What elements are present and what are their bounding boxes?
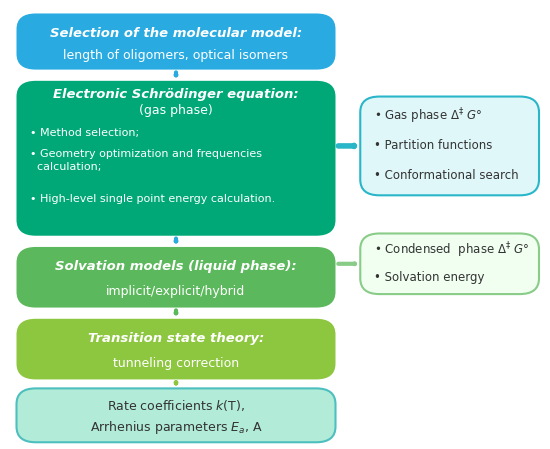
Text: Selection of the molecular model:: Selection of the molecular model: bbox=[50, 26, 302, 40]
FancyBboxPatch shape bbox=[16, 388, 336, 442]
Text: implicit/explicit/hybrid: implicit/explicit/hybrid bbox=[106, 285, 246, 298]
Text: • Method selection;: • Method selection; bbox=[30, 128, 139, 138]
FancyBboxPatch shape bbox=[16, 13, 336, 70]
Text: Transition state theory:: Transition state theory: bbox=[88, 332, 264, 345]
FancyBboxPatch shape bbox=[360, 233, 539, 294]
Text: • Geometry optimization and frequencies
  calculation;: • Geometry optimization and frequencies … bbox=[30, 149, 262, 172]
Text: tunneling correction: tunneling correction bbox=[113, 357, 239, 370]
Text: • Partition functions: • Partition functions bbox=[374, 140, 492, 152]
Text: • Gas phase $\Delta^{\ddagger}$ $G°$: • Gas phase $\Delta^{\ddagger}$ $G°$ bbox=[374, 106, 482, 126]
Text: • Solvation energy: • Solvation energy bbox=[374, 271, 485, 284]
Text: (gas phase): (gas phase) bbox=[139, 104, 213, 117]
Text: Solvation models (liquid phase):: Solvation models (liquid phase): bbox=[55, 260, 297, 273]
FancyBboxPatch shape bbox=[16, 81, 336, 236]
Text: • High-level single point energy calculation.: • High-level single point energy calcula… bbox=[30, 194, 276, 203]
Text: • Condensed  phase $\Delta^{\ddagger}$ $G°$: • Condensed phase $\Delta^{\ddagger}$ $G… bbox=[374, 240, 529, 260]
Text: Electronic Schrödinger equation:: Electronic Schrödinger equation: bbox=[53, 88, 299, 101]
Text: Arrhenius parameters $E_a$, A: Arrhenius parameters $E_a$, A bbox=[90, 418, 262, 436]
Text: Rate coefficients $k$(T),: Rate coefficients $k$(T), bbox=[107, 398, 245, 413]
Text: • Conformational search: • Conformational search bbox=[374, 169, 519, 182]
Text: length of oligomers, optical isomers: length of oligomers, optical isomers bbox=[63, 49, 289, 62]
FancyBboxPatch shape bbox=[360, 97, 539, 195]
FancyBboxPatch shape bbox=[16, 247, 336, 308]
FancyBboxPatch shape bbox=[16, 319, 336, 379]
